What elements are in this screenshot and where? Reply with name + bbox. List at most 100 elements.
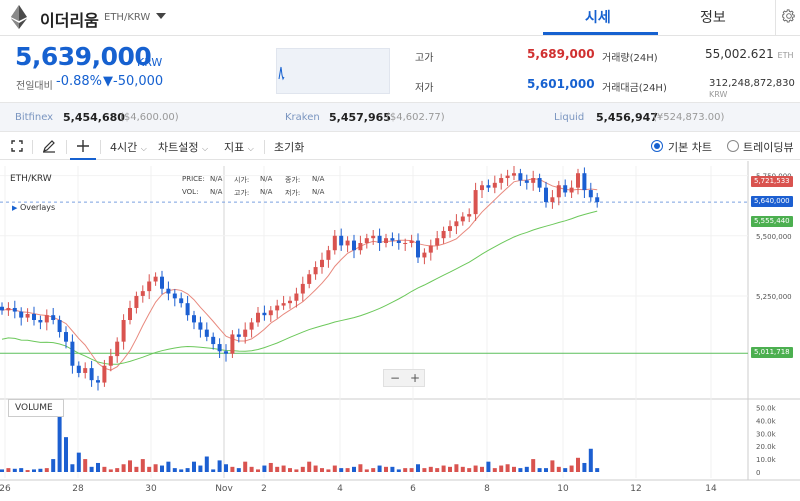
settings-button[interactable] bbox=[775, 0, 800, 36]
legend-open-label: 시가: bbox=[234, 176, 250, 184]
volume-bar bbox=[224, 464, 228, 472]
volume-bar bbox=[83, 459, 88, 472]
tradingview-radio[interactable] bbox=[727, 140, 739, 152]
candle-body bbox=[0, 306, 4, 311]
indicators-label: 지표 bbox=[224, 141, 245, 154]
crosshair-button[interactable] bbox=[70, 133, 96, 160]
candle-body bbox=[563, 185, 568, 193]
zoom-controls: − + bbox=[383, 369, 425, 387]
volume-panel-label: VOLUME bbox=[8, 399, 64, 417]
candle-body bbox=[179, 298, 184, 304]
candle-body bbox=[435, 238, 440, 246]
legend-low-label: 저가: bbox=[285, 189, 301, 197]
interval-label: 4시간 bbox=[110, 141, 138, 154]
exchange-name[interactable]: Kraken bbox=[285, 112, 320, 123]
overlays-toggle[interactable]: ▶ Overlays bbox=[12, 203, 55, 212]
candle-body bbox=[128, 307, 132, 320]
candle-body bbox=[499, 178, 504, 183]
reset-button[interactable]: 초기화 bbox=[274, 141, 305, 154]
volume-bar bbox=[518, 468, 523, 472]
candle-body bbox=[409, 240, 414, 243]
volume-bar bbox=[595, 468, 600, 472]
chart-grid bbox=[0, 161, 800, 481]
candle-body bbox=[230, 334, 235, 354]
volume-bar bbox=[403, 468, 408, 472]
candle-body bbox=[422, 252, 427, 258]
tradingview-label[interactable]: 트레이딩뷰 bbox=[743, 141, 794, 154]
volume-bar bbox=[384, 466, 388, 472]
candle-body bbox=[38, 320, 43, 323]
basic-chart-radio[interactable] bbox=[651, 140, 663, 152]
volume-bar bbox=[499, 465, 504, 472]
candle-body bbox=[339, 235, 344, 246]
volume-bar bbox=[313, 465, 318, 472]
candle-body bbox=[185, 303, 190, 316]
volume-bar bbox=[582, 462, 587, 472]
time-tick-label: 30 bbox=[145, 484, 157, 494]
pencil-icon[interactable] bbox=[42, 139, 56, 153]
time-tick-label: 28 bbox=[72, 484, 84, 494]
exchange-name[interactable]: Liquid bbox=[554, 112, 585, 123]
candle-body bbox=[300, 283, 305, 294]
candlestick-series bbox=[0, 166, 600, 391]
chevron-down-icon[interactable] bbox=[156, 13, 166, 19]
candle-body bbox=[358, 243, 363, 251]
volume-bar bbox=[537, 468, 542, 472]
fullscreen-icon[interactable] bbox=[11, 140, 23, 152]
change-percent: -0.88% bbox=[56, 74, 102, 89]
volume-24h-unit: ETH bbox=[777, 51, 794, 60]
change-amount: ▼-50,000 bbox=[103, 74, 164, 89]
price-chart[interactable]: 5,750,0005,500,0005,250,00050.0k40.0k30.… bbox=[0, 161, 800, 501]
volume-bar bbox=[160, 465, 164, 472]
interval-select[interactable]: 4시간 ⌵ bbox=[110, 139, 147, 155]
volume-bar bbox=[428, 466, 433, 472]
candle-body bbox=[320, 259, 324, 268]
legend-vol-label: VOL: bbox=[182, 188, 199, 196]
candle-body bbox=[326, 250, 331, 260]
volume-bar bbox=[268, 462, 273, 472]
price-unit: KRW bbox=[137, 56, 163, 69]
crosshair-icon bbox=[77, 140, 89, 152]
volume-bar bbox=[192, 461, 196, 472]
zoom-out-button[interactable]: − bbox=[390, 371, 401, 385]
candle-body bbox=[89, 368, 94, 381]
low-value: 5,601,000 bbox=[527, 77, 595, 91]
volume-bar bbox=[435, 468, 440, 472]
volume-bar bbox=[32, 469, 36, 472]
amount-24h-value: 312,248,872,830 KRW bbox=[709, 78, 800, 100]
volume-bar bbox=[416, 464, 420, 472]
basic-chart-label[interactable]: 기본 차트 bbox=[668, 141, 712, 154]
volume-bar bbox=[198, 465, 203, 472]
candle-body bbox=[550, 197, 555, 203]
tab-info[interactable]: 정보 bbox=[700, 10, 726, 26]
candle-body bbox=[6, 307, 11, 311]
legend-low-value: N/A bbox=[312, 188, 325, 196]
candle-body bbox=[249, 322, 254, 330]
volume-bar bbox=[307, 461, 312, 472]
zoom-in-button[interactable]: + bbox=[410, 371, 421, 385]
volume-bar bbox=[588, 448, 593, 472]
volume-bar bbox=[364, 469, 369, 472]
volume-bar bbox=[563, 468, 568, 472]
volume-bar bbox=[441, 465, 446, 472]
caret-right-icon: ▶ bbox=[12, 204, 18, 212]
legend-price-value: N/A bbox=[210, 175, 223, 183]
volume-bar bbox=[147, 466, 152, 472]
candle-body bbox=[70, 341, 75, 366]
price-tick-label: 5,500,000 bbox=[756, 233, 792, 241]
candle-body bbox=[121, 320, 126, 342]
amount-24h-number: 312,248,872,830 bbox=[709, 78, 795, 89]
chart-settings-menu[interactable]: 차트설정 ⌵ bbox=[158, 139, 208, 155]
candle-body bbox=[416, 240, 420, 258]
active-tab-indicator bbox=[543, 32, 658, 35]
candle-body bbox=[364, 238, 369, 243]
time-tick-label: 2 bbox=[261, 484, 267, 494]
exchange-name[interactable]: Bitfinex bbox=[15, 112, 54, 123]
tab-price[interactable]: 시세 bbox=[585, 10, 611, 26]
volume-bar bbox=[576, 457, 580, 472]
volume-tick-label: 50.0k bbox=[756, 404, 777, 412]
volume-bar bbox=[64, 437, 68, 472]
volume-bar bbox=[134, 466, 139, 472]
legend-high-value: N/A bbox=[260, 188, 273, 196]
indicators-menu[interactable]: 지표 ⌵ bbox=[224, 139, 254, 155]
